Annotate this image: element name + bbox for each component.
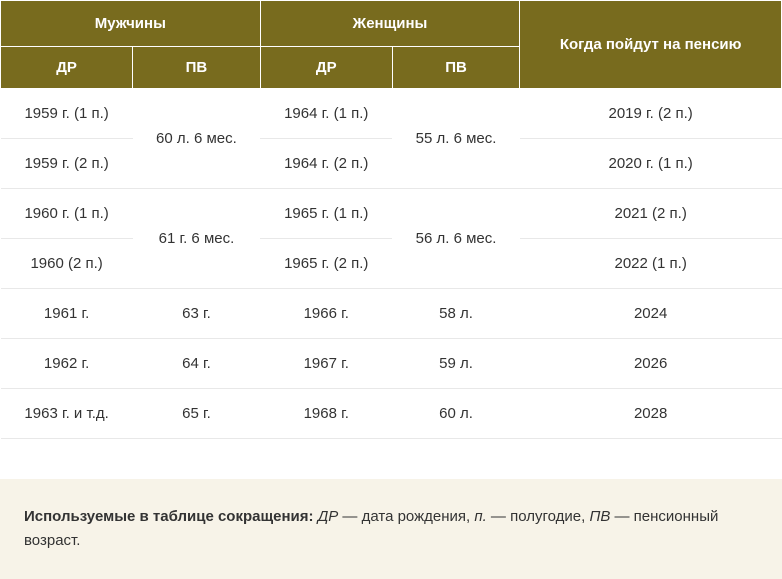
note-p-abbr: п. — [474, 508, 486, 525]
cell-pension-year: 2019 г. (2 п.) — [520, 89, 782, 139]
table-row: 1959 г. (2 п.) 1964 г. (2 п.) 2020 г. (1 п… — [1, 139, 782, 189]
cell-men-dr: 1960 г. (1 п.) — [1, 189, 133, 239]
cell-women-dr: 1964 г. (1 п.) — [260, 89, 392, 139]
cell-men-dr: 1959 г. (2 п.) — [1, 139, 133, 189]
cell-men-pv: 65 г. — [133, 389, 260, 439]
cell-men-pv: 60 л. 6 мес. — [133, 89, 260, 189]
table-row: 1960 (2 п.) 1965 г. (2 п.) 2022 (1 п.) — [1, 239, 782, 289]
cell-women-dr: 1964 г. (2 п.) — [260, 139, 392, 189]
cell-pension-year: 2028 — [520, 389, 782, 439]
note-pv-abbr: ПВ — [589, 508, 610, 525]
cell-pension-year: 2022 (1 п.) — [520, 239, 782, 289]
table-row: 1960 г. (1 п.)61 г. 6 мес.1965 г. (1 п.)… — [1, 189, 782, 239]
note-label: Используемые в таблице сокращения: — [24, 508, 314, 525]
cell-men-dr: 1959 г. (1 п.) — [1, 89, 133, 139]
cell-pension-year: 2021 (2 п.) — [520, 189, 782, 239]
cell-women-pv: 59 л. — [392, 339, 519, 389]
cell-men-pv: 61 г. 6 мес. — [133, 189, 260, 289]
cell-men-dr: 1962 г. — [1, 339, 133, 389]
cell-women-pv: 56 л. 6 мес. — [392, 189, 519, 289]
cell-women-dr: 1965 г. (2 п.) — [260, 239, 392, 289]
header-women: Женщины — [260, 1, 520, 47]
pension-age-table: Мужчины Женщины Когда пойдут на пенсию Д… — [0, 0, 782, 439]
header-pension-year: Когда пойдут на пенсию — [520, 1, 782, 89]
table-header: Мужчины Женщины Когда пойдут на пенсию Д… — [1, 1, 782, 89]
table-body: 1959 г. (1 п.)60 л. 6 мес.1964 г. (1 п.)… — [1, 89, 782, 439]
cell-women-pv: 55 л. 6 мес. — [392, 89, 519, 189]
header-men-pv: ПВ — [133, 47, 260, 89]
note-dr-abbr: ДР — [318, 508, 339, 525]
cell-men-dr: 1961 г. — [1, 289, 133, 339]
header-men-dr: ДР — [1, 47, 133, 89]
abbreviations-note: Используемые в таблице сокращения: ДР — … — [0, 479, 782, 579]
cell-pension-year: 2020 г. (1 п.) — [520, 139, 782, 189]
cell-women-dr: 1966 г. — [260, 289, 392, 339]
cell-men-pv: 63 г. — [133, 289, 260, 339]
cell-women-pv: 60 л. — [392, 389, 519, 439]
header-women-dr: ДР — [260, 47, 392, 89]
table-row: 1963 г. и т.д.65 г.1968 г.60 л.2028 — [1, 389, 782, 439]
cell-women-dr: 1968 г. — [260, 389, 392, 439]
header-men: Мужчины — [1, 1, 261, 47]
header-women-pv: ПВ — [392, 47, 519, 89]
cell-men-pv: 64 г. — [133, 339, 260, 389]
cell-men-dr: 1963 г. и т.д. — [1, 389, 133, 439]
cell-women-dr: 1967 г. — [260, 339, 392, 389]
cell-women-dr: 1965 г. (1 п.) — [260, 189, 392, 239]
table-row: 1959 г. (1 п.)60 л. 6 мес.1964 г. (1 п.)… — [1, 89, 782, 139]
table-row: 1961 г.63 г.1966 г.58 л.2024 — [1, 289, 782, 339]
cell-men-dr: 1960 (2 п.) — [1, 239, 133, 289]
table-row: 1962 г.64 г.1967 г.59 л.2026 — [1, 339, 782, 389]
cell-pension-year: 2026 — [520, 339, 782, 389]
cell-women-pv: 58 л. — [392, 289, 519, 339]
cell-pension-year: 2024 — [520, 289, 782, 339]
